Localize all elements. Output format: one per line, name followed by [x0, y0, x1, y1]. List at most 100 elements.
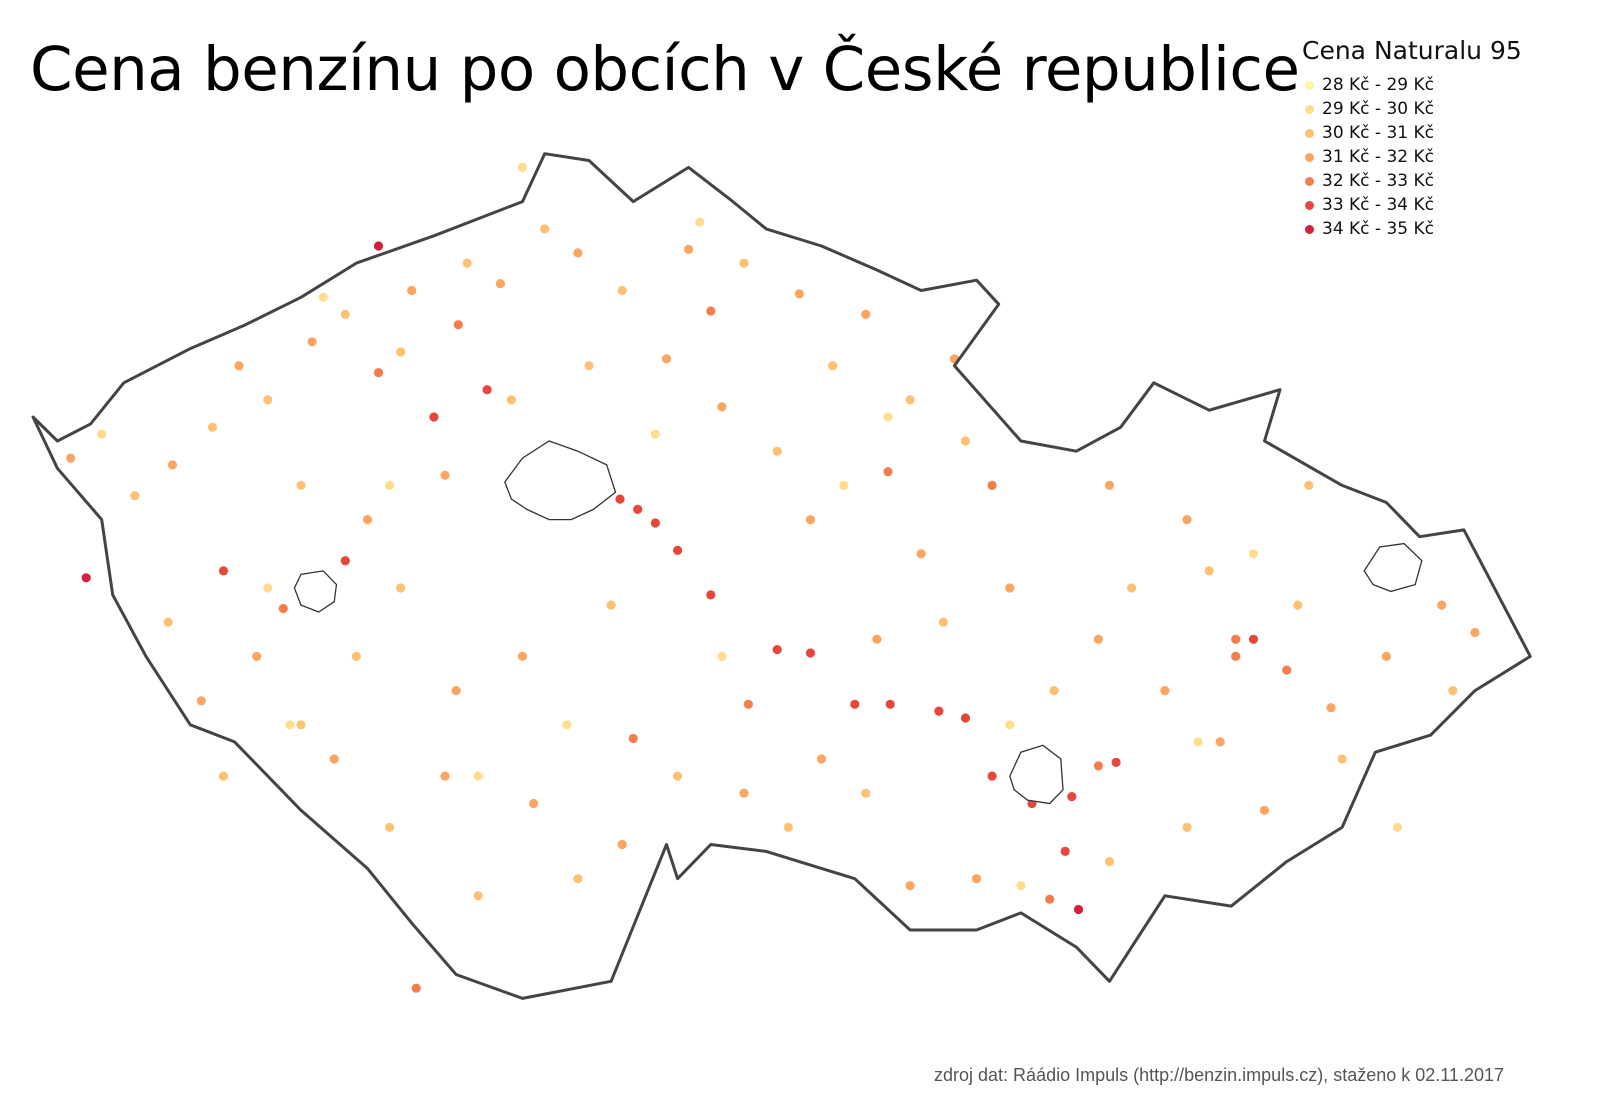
station-point [673, 545, 683, 556]
station-point [529, 798, 539, 809]
station-point [329, 754, 339, 764]
station-point [661, 354, 672, 364]
city-border-praha [504, 440, 617, 521]
station-point [805, 515, 816, 525]
station-point [517, 651, 528, 662]
station-point [1381, 651, 1391, 662]
station-point [1193, 737, 1203, 747]
station-point [307, 337, 317, 347]
station-point [1392, 822, 1402, 833]
legend-title: Cena Naturalu 95 [1302, 36, 1522, 65]
station-point [1470, 627, 1480, 638]
station-point [794, 289, 805, 299]
station-point [429, 412, 439, 422]
station-point [905, 395, 915, 405]
station-point [362, 515, 373, 525]
station-point [938, 617, 949, 627]
station-point [1005, 720, 1015, 730]
station-point [1067, 792, 1077, 802]
legend-label: 33 Kč - 34 Kč [1322, 195, 1435, 215]
station-point [1093, 761, 1103, 771]
station-point [1337, 754, 1347, 764]
station-point [1016, 881, 1026, 891]
station-point [772, 446, 782, 456]
station-point [278, 603, 288, 614]
station-point [196, 696, 206, 706]
station-point [695, 217, 705, 227]
station-point [783, 822, 793, 833]
station-point [717, 402, 727, 412]
city-border-ostrava [1363, 542, 1423, 593]
station-point [1111, 757, 1121, 768]
station-point [916, 549, 926, 559]
station-point [615, 494, 625, 504]
station-point [1182, 822, 1192, 833]
station-point [396, 583, 406, 593]
station-point [411, 983, 421, 993]
station-point [850, 699, 860, 709]
station-point [482, 385, 492, 395]
station-point [1060, 846, 1070, 857]
station-point [453, 320, 463, 330]
station-point [772, 645, 782, 655]
station-point [872, 634, 882, 644]
legend-swatch [1305, 176, 1314, 186]
station-point [1437, 600, 1447, 610]
station-point [218, 771, 229, 781]
station-point [81, 573, 91, 583]
station-point [473, 771, 483, 781]
station-point [462, 258, 472, 268]
station-point [506, 395, 516, 405]
station-point [495, 279, 505, 289]
station-point [633, 504, 643, 514]
station-point [1160, 686, 1170, 696]
station-point [97, 429, 107, 439]
station-point [739, 788, 749, 798]
station-point [396, 347, 406, 357]
station-point [1104, 857, 1115, 867]
station-point [163, 617, 173, 627]
station-point [606, 600, 616, 610]
station-point [340, 309, 350, 319]
station-point [351, 651, 361, 662]
station-point [540, 224, 550, 234]
station-point [1073, 904, 1084, 915]
station-point [234, 361, 244, 371]
station-point [987, 480, 997, 490]
station-point [905, 881, 915, 891]
station-point [340, 556, 350, 566]
station-point [1448, 686, 1458, 696]
legend-label: 29 Kč - 30 Kč [1322, 99, 1435, 119]
station-point [972, 874, 982, 884]
station-point [1093, 634, 1103, 644]
stations-layer [66, 162, 1480, 993]
station-point [717, 651, 727, 662]
legend-item: 29 Kč - 30 Kč [1305, 97, 1522, 121]
station-point [839, 480, 849, 490]
legend-swatch [1305, 200, 1314, 210]
station-point [739, 258, 749, 268]
map-title: Cena benzínu po obcích v České republice [30, 34, 1300, 105]
station-point [883, 467, 893, 477]
station-point [1005, 583, 1015, 593]
station-point [130, 491, 140, 501]
station-point [296, 480, 306, 490]
station-point [650, 518, 661, 528]
station-point [1049, 686, 1059, 696]
legend-item: 30 Kč - 31 Kč [1305, 121, 1522, 145]
station-point [296, 720, 306, 730]
legend-swatch [1305, 128, 1314, 138]
station-point [385, 822, 395, 833]
station-point [883, 412, 893, 422]
station-point [584, 361, 594, 371]
station-point [706, 590, 716, 600]
station-point [517, 162, 528, 172]
station-point [562, 720, 572, 730]
station-point [1304, 480, 1314, 490]
station-point [861, 788, 871, 798]
station-point [1215, 737, 1225, 747]
station-point [451, 686, 461, 696]
station-point [1248, 634, 1259, 644]
city-border-plzeň [293, 570, 338, 613]
